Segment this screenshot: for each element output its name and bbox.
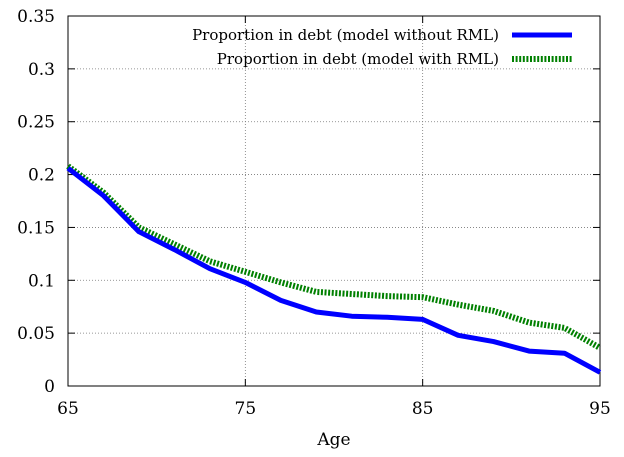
y-tick-label: 0.3	[28, 60, 55, 80]
x-tick-label: 75	[235, 399, 257, 419]
y-tick-label: 0	[44, 377, 55, 397]
series-lines	[66, 163, 602, 375]
x-tick-label: 65	[57, 399, 79, 419]
grid	[68, 16, 600, 386]
y-tick-label: 0.2	[28, 166, 55, 186]
y-tick-label: 0.35	[17, 7, 55, 27]
legend: Proportion in debt (model without RML) P…	[192, 26, 572, 68]
x-tick-label: 95	[589, 399, 611, 419]
y-tick-label: 0.1	[28, 271, 55, 291]
x-axis-label: Age	[316, 430, 350, 450]
axis-ticks: 65 75 85 95 0 0.05 0.1 0.15 0.2 0.25 0.3 0.35	[17, 7, 611, 419]
series-line-without-rml	[66, 166, 602, 375]
legend-label-with-rml: Proportion in debt (model with RML)	[217, 50, 499, 68]
y-tick-label: 0.25	[17, 113, 55, 133]
legend-label-without-rml: Proportion in debt (model without RML)	[192, 26, 499, 44]
series-line-with-rml	[66, 163, 602, 351]
x-tick-label: 85	[412, 399, 434, 419]
plot-frame	[67, 15, 601, 387]
y-tick-label: 0.15	[17, 218, 55, 238]
y-tick-label: 0.05	[17, 324, 55, 344]
